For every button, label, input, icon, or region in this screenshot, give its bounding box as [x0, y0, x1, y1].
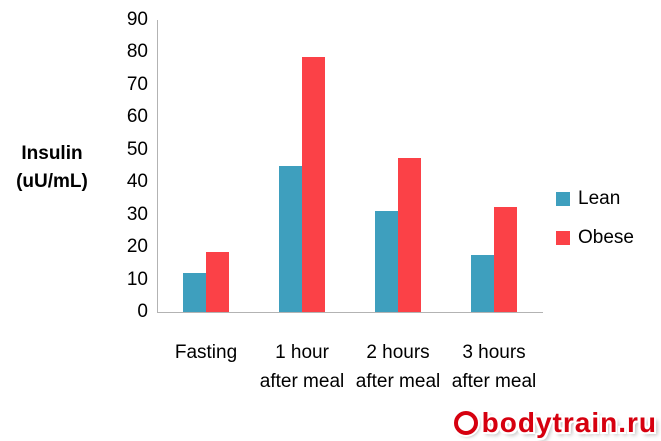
y-axis-tick-label: 70 — [126, 73, 148, 95]
bar-lean-4 — [471, 255, 494, 312]
watermark-text: bodytrain.ru — [481, 407, 657, 438]
y-axis-tick-label: 10 — [126, 268, 148, 290]
ring-icon — [453, 411, 478, 435]
x-axis-category-label: 3 hours after meal — [451, 342, 537, 392]
x-axis-category-label: 2 hours after meal — [355, 342, 441, 392]
bar-obese-1 — [206, 252, 229, 312]
legend-item-obese: Obese — [556, 227, 634, 249]
bar-obese-2 — [302, 57, 325, 312]
x-axis-line — [157, 312, 543, 313]
y-axis-tick-label: 50 — [126, 138, 148, 160]
legend-label: Lean — [578, 188, 621, 209]
y-axis-tick-label: 20 — [126, 236, 148, 258]
legend: Lean Obese — [556, 188, 634, 266]
bar-lean-3 — [375, 211, 398, 312]
legend-swatch-icon — [556, 231, 570, 245]
y-axis-line — [157, 20, 158, 313]
x-axis-category-label: 1 hour after meal — [259, 342, 345, 392]
y-axis-tick-label: 80 — [126, 41, 148, 63]
y-axis-tick-label: 40 — [126, 171, 148, 193]
watermark: bodytrain.ru — [453, 407, 657, 439]
bar-obese-3 — [398, 158, 421, 312]
y-axis-tick-label: 0 — [137, 301, 148, 322]
y-axis-title: Insulin (uU/mL) — [16, 143, 88, 192]
legend-item-lean: Lean — [556, 188, 634, 210]
y-axis-tick-label: 30 — [126, 203, 148, 225]
legend-label: Obese — [578, 227, 634, 248]
legend-swatch-icon — [556, 192, 570, 206]
y-axis-tick-label: 60 — [126, 106, 148, 128]
x-axis-category-label: Fasting — [174, 342, 238, 363]
bar-lean-1 — [183, 273, 206, 312]
y-axis-tick-label: 90 — [126, 9, 148, 30]
bar-lean-2 — [279, 166, 302, 312]
bar-obese-4 — [494, 207, 517, 312]
